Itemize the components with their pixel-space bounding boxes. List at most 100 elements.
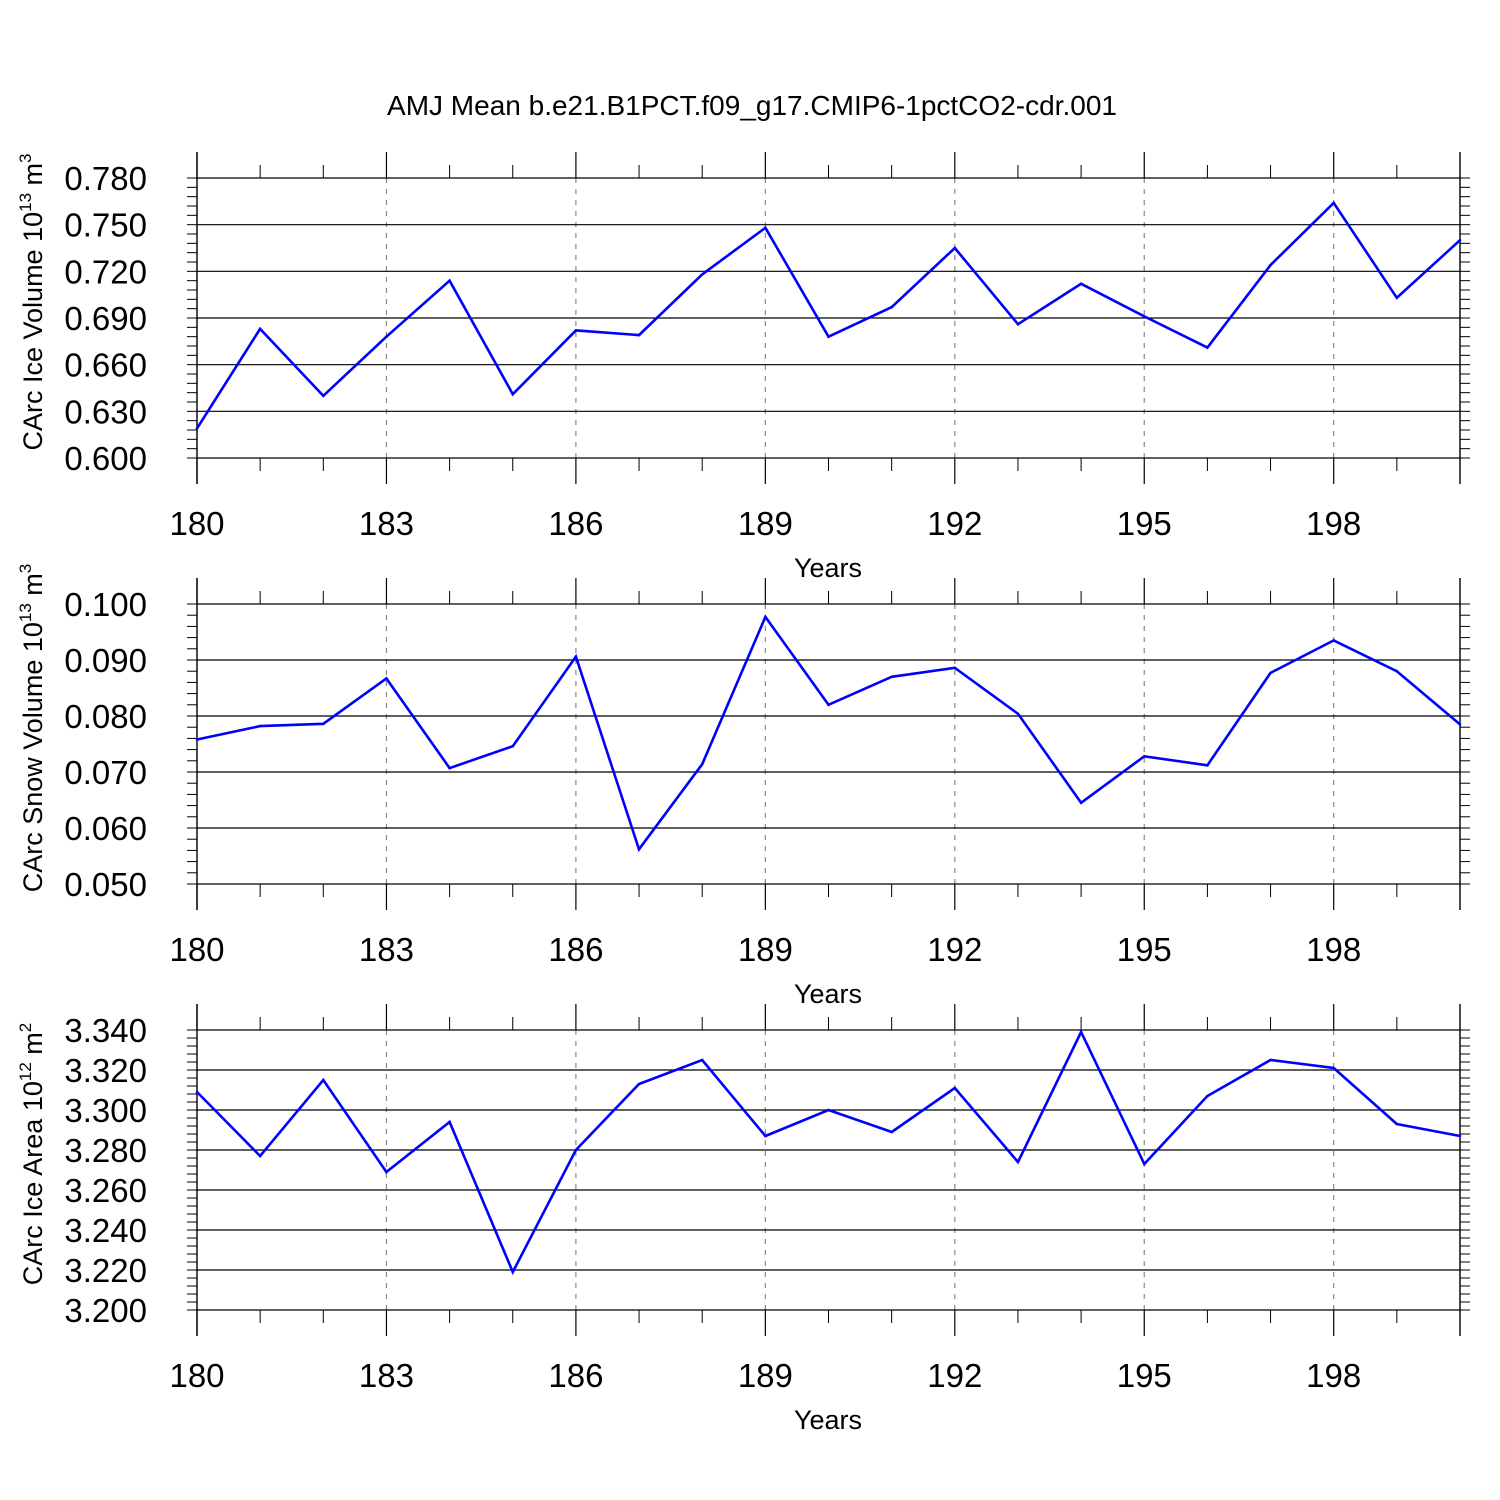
data-point — [827, 1108, 830, 1112]
y-tick-label: 3.220 — [64, 1252, 147, 1289]
data-point — [1206, 346, 1209, 349]
y-tick-label: 3.260 — [64, 1172, 147, 1209]
x-tick-label: 192 — [927, 931, 982, 968]
y-tick-label: 0.060 — [64, 810, 147, 847]
x-tick-label: 180 — [169, 931, 224, 968]
x-tick-label: 180 — [169, 1357, 224, 1394]
data-point — [448, 1120, 451, 1124]
data-point — [385, 335, 388, 338]
y-tick-label: 0.720 — [64, 253, 147, 290]
panel-3: 3.2003.2203.2403.2603.2803.3003.3203.340… — [16, 1004, 1470, 1435]
data-point — [1332, 639, 1335, 642]
y-axis-label-main: CArc Ice Area 10 — [18, 1081, 48, 1285]
data-point — [322, 722, 325, 726]
data-point — [700, 762, 704, 766]
data-point — [1016, 1160, 1020, 1164]
data-point — [764, 226, 767, 230]
y-axis-label-unit: m — [18, 1032, 48, 1062]
data-point — [1458, 238, 1462, 242]
y-tick-label: 0.750 — [64, 207, 147, 244]
y-axis-label-exponent: 12 — [16, 1062, 35, 1081]
data-point — [700, 1058, 704, 1062]
data-point — [258, 327, 262, 331]
x-tick-label: 195 — [1117, 931, 1172, 968]
x-tick-label: 180 — [169, 505, 224, 542]
data-point — [1079, 1030, 1083, 1034]
data-point — [1079, 282, 1083, 286]
y-tick-label: 3.200 — [64, 1292, 147, 1329]
data-point — [1016, 322, 1020, 326]
data-point — [1206, 1094, 1209, 1098]
data-point — [1142, 755, 1146, 758]
x-axis-label: Years — [794, 553, 862, 583]
data-point — [764, 615, 767, 619]
x-tick-label: 198 — [1306, 931, 1361, 968]
y-tick-label: 0.660 — [64, 347, 147, 384]
data-point — [637, 1082, 641, 1086]
y-axis-label-unit-exponent: 3 — [16, 153, 35, 162]
data-point — [700, 273, 704, 276]
data-point — [890, 305, 893, 309]
y-axis-label-main: CArc Snow Volume 10 — [18, 622, 48, 892]
x-tick-label: 183 — [359, 505, 414, 542]
data-point — [258, 724, 262, 728]
data-point — [258, 1154, 262, 1158]
y-tick-label: 3.300 — [64, 1092, 147, 1129]
y-tick-label: 0.690 — [64, 300, 147, 337]
data-point — [448, 279, 451, 282]
x-tick-label: 183 — [359, 1357, 414, 1394]
data-point — [385, 1170, 388, 1174]
data-point — [1142, 1162, 1146, 1166]
x-tick-label: 186 — [548, 931, 603, 968]
x-tick-label: 189 — [738, 505, 793, 542]
y-tick-label: 3.280 — [64, 1132, 147, 1169]
data-point — [1395, 669, 1399, 673]
x-tick-label: 186 — [548, 505, 603, 542]
data-point — [1269, 263, 1272, 267]
y-tick-label: 3.320 — [64, 1052, 147, 1089]
panel-1: 0.600 0.630 0.660 0.690 0.720 0.750 0.780 180 18… — [16, 152, 1470, 583]
data-point — [1332, 1066, 1335, 1070]
y-tick-label: 0.600 — [64, 440, 147, 477]
data-point — [953, 1086, 957, 1090]
y-tick-label: 0.080 — [64, 698, 147, 735]
data-point — [195, 427, 199, 430]
y-axis-label-unit-exponent: 2 — [16, 1023, 35, 1032]
x-tick-label: 186 — [548, 1357, 603, 1394]
data-point — [1395, 1122, 1399, 1126]
data-point — [827, 703, 830, 707]
data-point — [1269, 671, 1272, 675]
data-point — [1142, 315, 1146, 318]
y-tick-label: 0.070 — [64, 754, 147, 791]
x-tick-label: 195 — [1117, 505, 1172, 542]
y-tick-label: 0.090 — [64, 642, 147, 679]
x-axis-label: Years — [794, 1405, 862, 1435]
y-tick-label: 3.240 — [64, 1212, 147, 1249]
data-point — [1016, 712, 1020, 716]
x-tick-label: 195 — [1117, 1357, 1172, 1394]
data-point — [195, 738, 199, 741]
data-point — [574, 329, 578, 332]
data-point — [637, 847, 641, 851]
data-point — [890, 1130, 893, 1134]
y-axis-label: CArc Snow Volume 1013 m3 — [16, 564, 48, 893]
data-point — [764, 1134, 767, 1138]
y-axis-label-main: CArc Ice Volume 10 — [18, 212, 48, 451]
x-tick-label: 198 — [1306, 505, 1361, 542]
data-point — [1079, 801, 1083, 805]
data-point — [637, 333, 641, 337]
x-tick-label: 189 — [738, 931, 793, 968]
data-point — [1458, 723, 1462, 726]
data-point — [385, 677, 388, 680]
data-point — [574, 655, 578, 658]
data-point — [1269, 1058, 1272, 1062]
data-point — [890, 675, 893, 679]
y-tick-label: 3.340 — [64, 1012, 147, 1049]
data-point — [511, 744, 515, 748]
y-tick-label: 0.100 — [64, 586, 147, 623]
x-tick-label: 183 — [359, 931, 414, 968]
x-tick-label: 189 — [738, 1357, 793, 1394]
data-point — [511, 392, 515, 396]
y-tick-label: 0.780 — [64, 160, 147, 197]
